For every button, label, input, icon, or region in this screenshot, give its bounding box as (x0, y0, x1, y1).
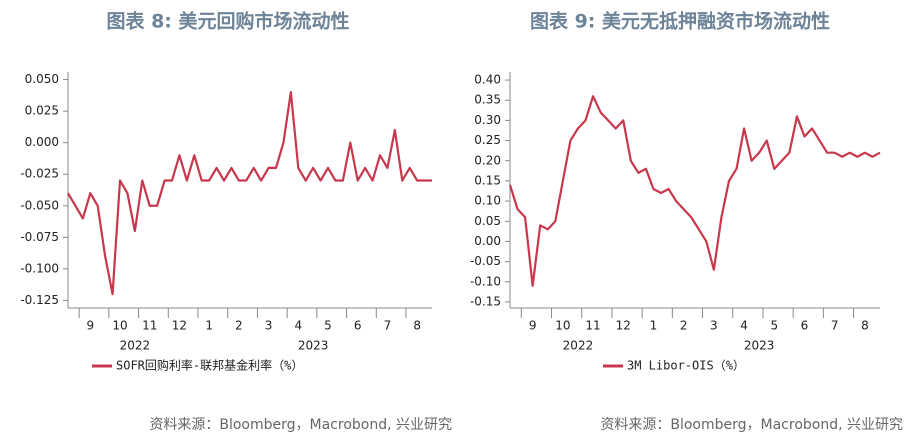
y-tick-label: 0.10 (474, 194, 501, 208)
x-tick-label: 7 (384, 319, 392, 333)
x-tick-label: 12 (616, 319, 631, 333)
source-note: 资料来源：Bloomberg，Macrobond, 兴业研究 (600, 417, 903, 433)
y-tick-label: 0.025 (25, 104, 59, 118)
x-tick-label: 7 (831, 319, 839, 333)
legend-label: SOFR回购利率-联邦基金利率（%） (116, 358, 303, 373)
source-note: 资料来源：Bloomberg，Macrobond, 兴业研究 (149, 417, 452, 433)
y-tick-label: 0.05 (474, 214, 501, 228)
x-tick-label: 1 (205, 319, 213, 333)
x-tick-label: 9 (529, 319, 537, 333)
x-tick-label: 2 (235, 319, 243, 333)
chart-title: 图表 8: 美元回购市场流动性 (106, 10, 349, 33)
y-tick-label: -0.100 (20, 261, 59, 275)
x-tick-label: 8 (413, 319, 421, 333)
x-year-label: 2022 (563, 339, 594, 353)
x-tick-label: 2 (680, 319, 688, 333)
x-tick-label: 5 (324, 319, 332, 333)
y-tick-label: 0.25 (474, 133, 501, 147)
y-tick-label: 0.30 (474, 113, 501, 127)
x-tick-label: 8 (861, 319, 869, 333)
x-year-label: 2022 (120, 339, 151, 353)
y-tick-label: 0.15 (474, 173, 501, 187)
legend-label: 3M Libor-OIS（%） (627, 359, 745, 373)
x-tick-label: 5 (770, 319, 778, 333)
x-year-label: 2023 (744, 339, 775, 353)
y-tick-label: 0.00 (474, 234, 501, 248)
x-tick-label: 10 (112, 319, 127, 333)
chart-title: 图表 9: 美元无抵押融资市场流动性 (530, 10, 830, 33)
y-tick-label: -0.10 (470, 274, 501, 288)
y-tick-label: -0.05 (470, 254, 501, 268)
data-line (508, 95, 881, 287)
y-tick-label: 0.40 (474, 73, 501, 87)
x-tick-label: 4 (294, 319, 302, 333)
x-tick-label: 11 (585, 319, 600, 333)
y-tick-label: 0.000 (25, 135, 59, 149)
x-tick-label: 10 (555, 319, 570, 333)
y-tick-label: -0.125 (20, 293, 59, 307)
y-tick-label: -0.050 (20, 198, 59, 212)
y-tick-label: 0.050 (25, 72, 59, 86)
x-tick-label: 4 (740, 319, 748, 333)
y-tick-label: -0.075 (20, 230, 59, 244)
y-tick-label: 0.35 (474, 93, 501, 107)
x-tick-label: 12 (172, 319, 187, 333)
x-tick-label: 6 (801, 319, 809, 333)
x-year-label: 2023 (298, 339, 329, 353)
x-tick-label: 3 (265, 319, 273, 333)
x-tick-label: 1 (650, 319, 658, 333)
data-line (67, 91, 432, 296)
x-tick-label: 6 (354, 319, 362, 333)
x-tick-label: 3 (710, 319, 718, 333)
y-tick-label: -0.15 (470, 294, 501, 308)
y-tick-label: -0.025 (20, 167, 59, 181)
x-tick-label: 9 (86, 319, 94, 333)
y-tick-label: 0.20 (474, 153, 501, 167)
x-tick-label: 11 (142, 319, 157, 333)
